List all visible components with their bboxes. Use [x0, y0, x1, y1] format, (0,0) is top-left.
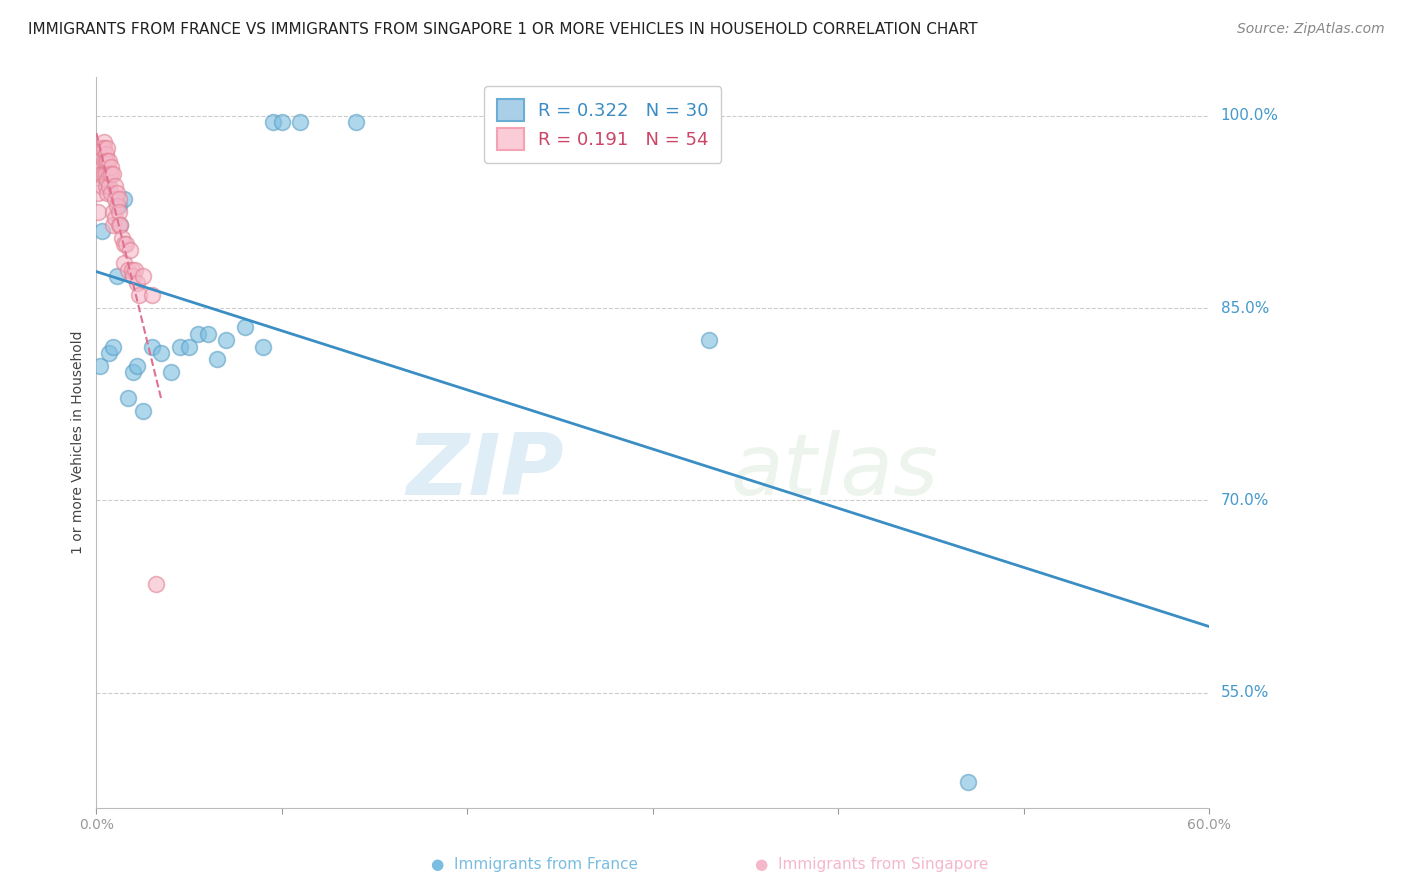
- Point: [112, 237, 135, 252]
- Point: [87, 205, 110, 219]
- Point: [159, 365, 181, 379]
- Text: IMMIGRANTS FROM FRANCE VS IMMIGRANTS FROM SINGAPORE 1 OR MORE VEHICLES IN HOUSEH: IMMIGRANTS FROM FRANCE VS IMMIGRANTS FRO…: [28, 22, 977, 37]
- Point: [141, 288, 163, 302]
- Text: ●  Immigrants from Singapore: ● Immigrants from Singapore: [755, 857, 988, 872]
- Point: [107, 218, 129, 232]
- Point: [96, 186, 118, 200]
- Point: [169, 340, 191, 354]
- Point: [96, 173, 118, 187]
- Point: [98, 153, 121, 168]
- Point: [104, 179, 127, 194]
- Point: [117, 262, 139, 277]
- Point: [101, 218, 124, 232]
- Point: [93, 167, 115, 181]
- Point: [101, 205, 124, 219]
- Point: [87, 167, 110, 181]
- Point: [94, 153, 117, 168]
- Point: [270, 115, 292, 129]
- Point: [90, 179, 112, 194]
- Point: [93, 135, 115, 149]
- Point: [132, 269, 155, 284]
- Point: [107, 192, 129, 206]
- Point: [93, 153, 115, 168]
- Point: [110, 218, 132, 232]
- Text: 100.0%: 100.0%: [1220, 109, 1278, 123]
- Point: [105, 269, 128, 284]
- Point: [115, 237, 138, 252]
- Point: [697, 333, 720, 347]
- Point: [107, 205, 129, 219]
- Point: [252, 340, 274, 354]
- Point: [187, 326, 209, 341]
- Point: [101, 340, 124, 354]
- Point: [127, 359, 149, 373]
- Point: [100, 186, 122, 200]
- Point: [90, 167, 112, 181]
- Point: [89, 167, 111, 181]
- Point: [112, 256, 135, 270]
- Point: [121, 262, 143, 277]
- Y-axis label: 1 or more Vehicles in Household: 1 or more Vehicles in Household: [72, 331, 86, 555]
- Point: [98, 179, 121, 194]
- Point: [104, 211, 127, 226]
- Point: [90, 224, 112, 238]
- Point: [105, 186, 128, 200]
- Point: [98, 346, 121, 360]
- Point: [112, 192, 135, 206]
- Text: 55.0%: 55.0%: [1220, 685, 1268, 700]
- Point: [118, 244, 141, 258]
- Point: [215, 333, 238, 347]
- Point: [233, 320, 256, 334]
- Point: [205, 352, 228, 367]
- Point: [141, 340, 163, 354]
- Point: [93, 141, 115, 155]
- Point: [89, 141, 111, 155]
- Point: [150, 346, 173, 360]
- Point: [957, 775, 980, 789]
- Point: [290, 115, 312, 129]
- Point: [132, 403, 155, 417]
- Point: [94, 147, 117, 161]
- Point: [122, 365, 145, 379]
- Point: [104, 192, 127, 206]
- Point: [344, 115, 367, 129]
- Point: [101, 167, 124, 181]
- Point: [94, 173, 117, 187]
- Point: [94, 179, 117, 194]
- Point: [107, 198, 129, 212]
- Point: [105, 198, 128, 212]
- Point: [90, 141, 112, 155]
- Text: 70.0%: 70.0%: [1220, 493, 1268, 508]
- Point: [87, 186, 110, 200]
- Text: ZIP: ZIP: [406, 431, 564, 514]
- Text: 85.0%: 85.0%: [1220, 301, 1268, 316]
- Point: [128, 288, 150, 302]
- Point: [127, 276, 149, 290]
- Point: [122, 269, 145, 284]
- Legend: R = 0.322   N = 30, R = 0.191   N = 54: R = 0.322 N = 30, R = 0.191 N = 54: [484, 87, 721, 163]
- Point: [89, 153, 111, 168]
- Text: ●  Immigrants from France: ● Immigrants from France: [430, 857, 638, 872]
- Point: [145, 576, 167, 591]
- Text: Source: ZipAtlas.com: Source: ZipAtlas.com: [1237, 22, 1385, 37]
- Point: [197, 326, 219, 341]
- Point: [124, 262, 146, 277]
- Point: [94, 167, 117, 181]
- Point: [89, 359, 111, 373]
- Point: [262, 115, 284, 129]
- Point: [100, 160, 122, 174]
- Point: [96, 141, 118, 155]
- Point: [177, 340, 200, 354]
- Point: [96, 153, 118, 168]
- Point: [117, 391, 139, 405]
- Point: [90, 160, 112, 174]
- Point: [111, 230, 134, 244]
- Text: atlas: atlas: [731, 431, 939, 514]
- Point: [98, 167, 121, 181]
- Point: [100, 167, 122, 181]
- Point: [110, 218, 132, 232]
